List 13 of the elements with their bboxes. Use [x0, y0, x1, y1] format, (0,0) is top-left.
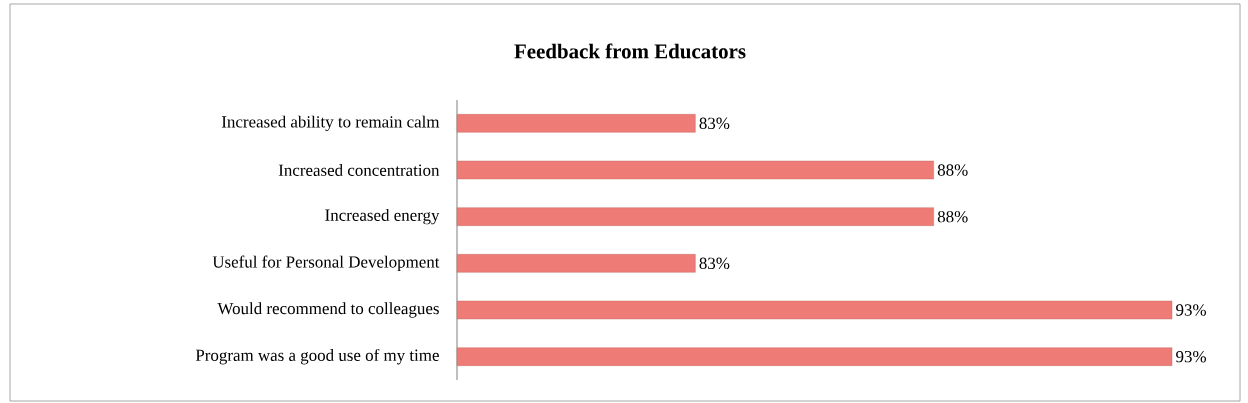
y-tick-label: Increased energy	[325, 208, 440, 225]
y-tick-label: Would recommend to colleagues	[217, 302, 439, 318]
data-label: 88%	[937, 210, 968, 223]
y-tick-label: Useful for Personal Development	[212, 255, 440, 272]
y-tick-label: Increased concentration	[278, 164, 440, 176]
data-label: 83%	[699, 257, 730, 270]
data-label: 88%	[937, 164, 968, 176]
data-label: 93%	[1176, 350, 1206, 363]
y-tick-label: Program was a good use of my time	[195, 348, 439, 365]
data-label: 93%	[1176, 304, 1206, 316]
y-tick-label: Increased ability to remain calm	[221, 115, 440, 132]
data-label: 83%	[699, 117, 730, 130]
chart-title: Feedback from Educators	[514, 43, 746, 59]
